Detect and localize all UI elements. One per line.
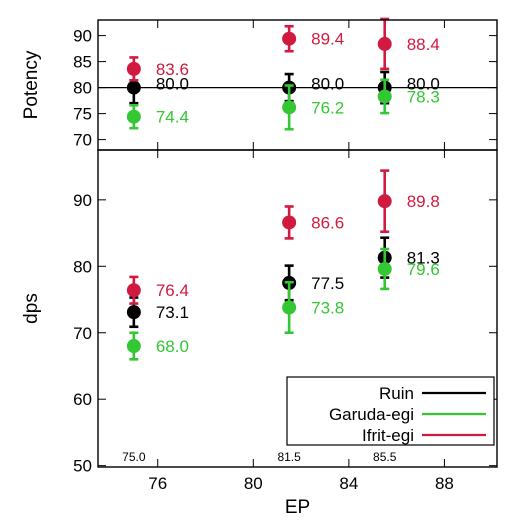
legend-label: Garuda-egi xyxy=(329,405,414,424)
x-annotation: 85.5 xyxy=(373,450,397,464)
x-tick-label: 76 xyxy=(148,474,167,493)
potency-points: 80.0 80.0 80.0 74.4 76.2 78.3 83.6 89.4 88.4 xyxy=(126,17,440,131)
data-label: 89.8 xyxy=(407,192,440,211)
data-label: 80.0 xyxy=(311,75,344,94)
y-tick-label: 80 xyxy=(73,257,92,276)
x-tick-label: 80 xyxy=(244,474,263,493)
data-label: 76.4 xyxy=(156,281,189,300)
y-tick-label: 75 xyxy=(73,105,92,124)
data-label: 80.0 xyxy=(407,75,440,94)
y-tick-label: 90 xyxy=(73,27,92,46)
y-tick-label: 50 xyxy=(73,457,92,476)
data-point xyxy=(126,80,141,95)
data-point xyxy=(126,109,141,124)
dps-plot-frame xyxy=(97,149,498,468)
data-label: 80.0 xyxy=(156,75,189,94)
data-label: 83.6 xyxy=(156,60,189,79)
data-label: 73.8 xyxy=(311,299,344,318)
y-tick-label: 60 xyxy=(73,390,92,409)
data-label: 73.1 xyxy=(156,303,189,322)
y-axis-label: dps xyxy=(21,293,42,324)
data-label: 81.3 xyxy=(407,249,440,268)
data-point xyxy=(126,305,141,320)
dps-panel: 50 60 70 80 90 76 80 84 88 75.0 81.5 85.5 dps EP xyxy=(21,150,497,518)
data-point xyxy=(282,31,297,46)
potency-panel: 70 75 80 85 90 Potency xyxy=(21,20,497,150)
x-annotation: 75.0 xyxy=(122,450,146,464)
data-label: 76.2 xyxy=(311,98,344,117)
x-tick-label: 84 xyxy=(339,474,358,493)
data-point xyxy=(126,283,141,298)
legend-label: Ruin xyxy=(379,384,414,403)
y-tick-label: 80 xyxy=(73,79,92,98)
data-point xyxy=(377,261,392,276)
dps-points: 73.1 77.5 81.3 68.0 73.8 79.6 76.4 86.6 89.8 xyxy=(126,169,440,361)
y-tick-label: 85 xyxy=(73,53,92,72)
data-label: 86.6 xyxy=(311,213,344,232)
x-annotation: 81.5 xyxy=(277,450,301,464)
data-label: 78.3 xyxy=(407,87,440,106)
legend-box xyxy=(286,376,495,446)
data-label: 74.4 xyxy=(156,108,189,127)
data-label: 68.0 xyxy=(156,337,189,356)
y-tick-label: 70 xyxy=(73,131,92,150)
data-label: 79.6 xyxy=(407,260,440,279)
data-point xyxy=(282,300,297,315)
data-label: 89.4 xyxy=(311,30,344,49)
data-point xyxy=(282,215,297,230)
x-axis-label: EP xyxy=(285,497,310,518)
y-tick-label: 90 xyxy=(73,191,92,210)
legend: Ruin Garuda-egi Ifrit-egi xyxy=(286,376,495,446)
data-point xyxy=(126,339,141,354)
data-point xyxy=(377,89,392,104)
data-point xyxy=(377,194,392,209)
legend-label: Ifrit-egi xyxy=(362,426,414,445)
y-axis-label: Potency xyxy=(21,50,42,119)
data-point xyxy=(282,100,297,115)
y-tick-label: 70 xyxy=(73,324,92,343)
x-tick-label: 88 xyxy=(435,474,454,493)
data-point xyxy=(377,36,392,51)
data-label: 77.5 xyxy=(311,274,344,293)
data-point xyxy=(126,61,141,76)
data-label: 88.4 xyxy=(407,35,440,54)
